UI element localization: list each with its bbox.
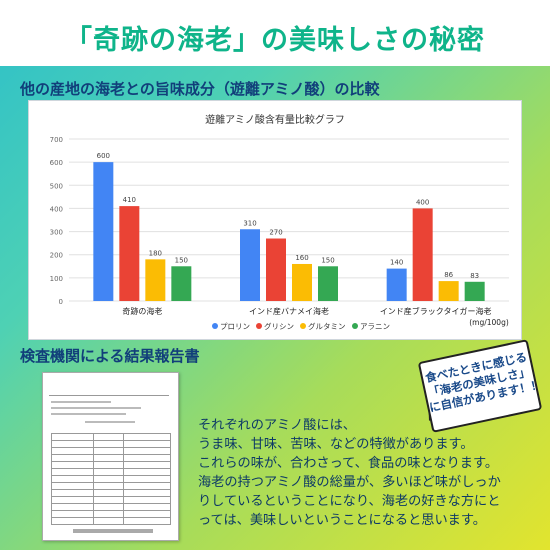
description-line: 海老の持つアミノ酸の総量が、多いほど味がしっか bbox=[198, 475, 501, 490]
bar-value-label: 310 bbox=[243, 219, 256, 227]
x-category-label: インド産バナメイ海老 bbox=[249, 306, 329, 316]
bar bbox=[240, 229, 260, 301]
bar-value-label: 86 bbox=[444, 271, 453, 279]
y-tick-label: 600 bbox=[50, 159, 63, 167]
bar-value-label: 150 bbox=[175, 256, 188, 264]
description-line: これらの味が、合わさって、食品の味となります。 bbox=[198, 456, 499, 471]
x-category-label: 奇跡の海老 bbox=[122, 306, 162, 316]
legend-swatch bbox=[212, 323, 218, 329]
bar bbox=[438, 281, 459, 301]
bar-value-label: 83 bbox=[470, 272, 479, 280]
y-tick-label: 300 bbox=[50, 229, 63, 237]
bar bbox=[119, 206, 140, 301]
report-text-line bbox=[85, 421, 135, 423]
section-heading-report: 検査機関による結果報告書 bbox=[20, 347, 200, 365]
chart-panel: 遊離アミノ酸含有量比較グラフ 0 100 200 300 400 500 600 700 600 4… bbox=[28, 100, 522, 340]
description-text: それぞれのアミノ酸には、 うま味、甘味、苦味、などの特徴があります。 これらの味… bbox=[198, 416, 538, 530]
report-header-line bbox=[49, 381, 169, 396]
y-tick-label: 0 bbox=[59, 298, 63, 306]
y-tick-label: 700 bbox=[50, 136, 63, 144]
bar bbox=[171, 266, 192, 301]
bar bbox=[292, 263, 312, 301]
y-tick-label: 500 bbox=[50, 182, 63, 190]
bar-value-label: 270 bbox=[269, 229, 282, 237]
y-tick-label: 200 bbox=[50, 252, 63, 260]
page-title: 「奇跡の海老」の美味しさの秘密 bbox=[65, 25, 485, 56]
chart-title: 遊離アミノ酸含有量比較グラフ bbox=[205, 113, 345, 126]
legend-swatch bbox=[256, 323, 262, 329]
x-category-label: インド産ブラックタイガー海老 bbox=[380, 306, 492, 316]
bar bbox=[266, 238, 286, 301]
report-table-divider bbox=[93, 433, 94, 525]
bar-value-label: 400 bbox=[416, 198, 429, 206]
bar-value-label: 160 bbox=[295, 254, 308, 262]
report-footer-line bbox=[73, 529, 153, 533]
description-line: うま味、甘味、苦味、などの特徴があります。 bbox=[198, 437, 474, 452]
lab-report-image bbox=[42, 372, 179, 541]
y-tick-label: 400 bbox=[50, 205, 63, 213]
bar bbox=[386, 268, 407, 301]
bar bbox=[412, 208, 433, 301]
bar bbox=[145, 259, 166, 301]
report-text-line bbox=[51, 401, 111, 403]
description-line: っては、美味しいということになると思います。 bbox=[198, 513, 486, 528]
bar-value-label: 150 bbox=[321, 256, 334, 264]
bar bbox=[318, 266, 338, 301]
bar-value-label: 410 bbox=[123, 196, 136, 204]
legend-label: アラニン bbox=[360, 322, 390, 331]
legend-label: グリシン bbox=[264, 321, 294, 331]
description-line: りしているということになり、海老の好きな方にと bbox=[198, 494, 501, 509]
legend-label: グルタミン bbox=[308, 321, 346, 331]
bar-value-label: 180 bbox=[149, 249, 162, 257]
report-text-line bbox=[51, 413, 126, 415]
report-table bbox=[51, 433, 171, 525]
bar-value-label: 140 bbox=[390, 259, 403, 267]
bar bbox=[93, 162, 114, 301]
amino-acid-bar-chart: 遊離アミノ酸含有量比較グラフ 0 100 200 300 400 500 600 700 600 4… bbox=[50, 113, 509, 331]
y-tick-label: 100 bbox=[50, 275, 63, 283]
title-banner bbox=[0, 0, 550, 66]
legend-label: プロリン bbox=[220, 322, 250, 331]
legend-swatch bbox=[300, 323, 306, 329]
report-table-divider bbox=[123, 433, 124, 525]
bar-value-label: 600 bbox=[97, 152, 110, 160]
bar bbox=[464, 281, 485, 301]
report-text-line bbox=[51, 407, 141, 409]
section-heading-comparison: 他の産地の海老との旨味成分（遊離アミノ酸）の比較 bbox=[20, 80, 380, 98]
description-line: それぞれのアミノ酸には、 bbox=[198, 418, 356, 433]
legend-swatch bbox=[352, 323, 358, 329]
unit-label: (mg/100g) bbox=[469, 318, 509, 327]
